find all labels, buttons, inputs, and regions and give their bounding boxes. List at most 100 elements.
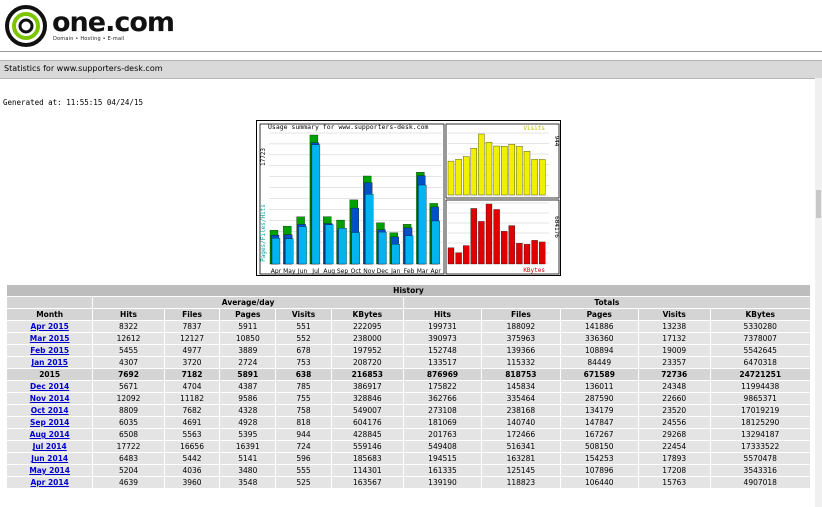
month-cell[interactable]: Dec 2014 [7, 381, 93, 392]
value-cell: 8322 [93, 321, 164, 332]
month-cell[interactable]: Oct 2014 [7, 405, 93, 416]
generated-timestamp: Generated at: 11:55:15 04/24/15 [3, 98, 143, 107]
column-header-files: Files [164, 309, 220, 320]
month-link[interactable]: Oct 2014 [30, 406, 69, 415]
pages-bar [285, 238, 294, 265]
one-com-logo-icon[interactable] [4, 4, 50, 48]
value-cell: 16656 [164, 441, 220, 452]
month-cell[interactable]: Nov 2014 [7, 393, 93, 404]
month-cell[interactable]: Apr 2014 [7, 477, 93, 488]
value-cell: 3543316 [710, 465, 810, 476]
visits-bar [493, 145, 500, 196]
month-cell[interactable]: Jan 2015 [7, 357, 93, 368]
x-tick-label: Aug [323, 268, 335, 275]
value-cell: 197952 [331, 345, 403, 356]
vertical-scrollbar[interactable] [815, 78, 822, 507]
value-cell: 134179 [560, 405, 638, 416]
month-link[interactable]: Sep 2014 [29, 418, 70, 427]
month-link[interactable]: Jan 2015 [31, 358, 68, 367]
month-link[interactable]: Apr 2015 [30, 322, 69, 331]
year-summary-row: 2015 7692 7182 5891 638 216853 876969 818753 671… [7, 369, 810, 380]
month-cell[interactable]: Sep 2014 [7, 417, 93, 428]
value-cell: 181069 [403, 417, 482, 428]
value-cell: 5570478 [710, 453, 810, 464]
value-cell: 163567 [331, 477, 403, 488]
value-cell: 115332 [482, 357, 560, 368]
month-cell[interactable]: Jun 2014 [7, 453, 93, 464]
value-cell: 6470318 [710, 357, 810, 368]
usage-summary-graph: Usage summary for www.supporters-desk.co… [256, 120, 561, 276]
month-link[interactable]: Dec 2014 [30, 382, 70, 391]
value-cell: 24348 [638, 381, 710, 392]
value-cell: 106440 [560, 477, 638, 488]
value-cell: 154253 [560, 453, 638, 464]
value-cell: 818 [276, 417, 331, 428]
visits-bar [539, 159, 546, 196]
value-cell: 555 [276, 465, 331, 476]
month-cell[interactable]: Aug 2014 [7, 429, 93, 440]
value-cell: 876969 [403, 369, 482, 380]
chart-title: Usage summary for www.supporters-desk.co… [268, 123, 429, 131]
month-cell[interactable]: May 2014 [7, 465, 93, 476]
value-cell: 185683 [331, 453, 403, 464]
value-cell: 3720 [164, 357, 220, 368]
visits-bar [523, 151, 531, 196]
usage-chart-svg: Usage summary for www.supporters-desk.co… [259, 123, 560, 275]
value-cell: 9586 [220, 393, 276, 404]
visits-bar [501, 146, 508, 196]
header-divider [0, 51, 822, 52]
month-link[interactable]: May 2014 [29, 466, 70, 475]
value-cell: 549007 [331, 405, 403, 416]
value-cell: 428845 [331, 429, 403, 440]
value-cell: 140740 [482, 417, 560, 428]
pages-bar [431, 220, 440, 265]
month-link[interactable]: Jul 2014 [32, 442, 67, 451]
month-link[interactable]: Jun 2014 [31, 454, 69, 463]
month-link[interactable]: Aug 2014 [29, 430, 70, 439]
value-cell: 3889 [220, 345, 276, 356]
month-cell[interactable]: Jul 2014 [7, 441, 93, 452]
kbytes-bar [478, 221, 485, 265]
value-cell: 273108 [403, 405, 482, 416]
kbytes-bar [470, 208, 477, 265]
scrollbar-thumb[interactable] [816, 190, 821, 218]
column-header-kbytes: KBytes [710, 309, 810, 320]
table-row: Jan 2015 4307 3720 2724 753 208720 133517 11533… [7, 357, 810, 368]
value-cell: 161335 [403, 465, 482, 476]
value-cell: 152748 [403, 345, 482, 356]
x-tick-label: Nov [363, 268, 375, 275]
value-cell: 5891 [220, 369, 276, 380]
month-cell[interactable]: Mar 2015 [7, 333, 93, 344]
value-cell: 7682 [164, 405, 220, 416]
column-header-hits: Hits [403, 309, 482, 320]
month-cell[interactable]: Apr 2015 [7, 321, 93, 332]
value-cell: 724 [276, 441, 331, 452]
value-cell: 678 [276, 345, 331, 356]
visits-bar [516, 146, 523, 196]
value-cell: 335464 [482, 393, 560, 404]
value-cell: 3960 [164, 477, 220, 488]
month-link[interactable]: Apr 2014 [30, 478, 69, 487]
month-cell[interactable]: Feb 2015 [7, 345, 93, 356]
value-cell: 525 [276, 477, 331, 488]
value-cell: 386917 [331, 381, 403, 392]
x-tick-label: Dec [377, 268, 389, 275]
x-tick-label: Sep [337, 268, 349, 275]
value-cell: 22454 [638, 441, 710, 452]
pages-bar [311, 144, 321, 265]
visits-bar [508, 144, 515, 196]
visits-bar [447, 160, 455, 196]
value-cell: 755 [276, 393, 331, 404]
value-cell: 17893 [638, 453, 710, 464]
month-link[interactable]: Feb 2015 [30, 346, 70, 355]
month-link[interactable]: Nov 2014 [29, 394, 70, 403]
value-cell: 5542645 [710, 345, 810, 356]
value-cell: 141886 [560, 321, 638, 332]
brand-name: one.com [52, 7, 175, 38]
table-row: Dec 2014 5671 4704 4387 785 386917 175822 14583… [7, 381, 810, 392]
table-row: Mar 2015 12612 12127 10850 552 238000 390973 37… [7, 333, 810, 344]
value-cell: 9865371 [710, 393, 810, 404]
value-cell: 24556 [638, 417, 710, 428]
table-row: Feb 2015 5455 4977 3889 678 197952 152748 13936… [7, 345, 810, 356]
month-link[interactable]: Mar 2015 [29, 334, 70, 343]
